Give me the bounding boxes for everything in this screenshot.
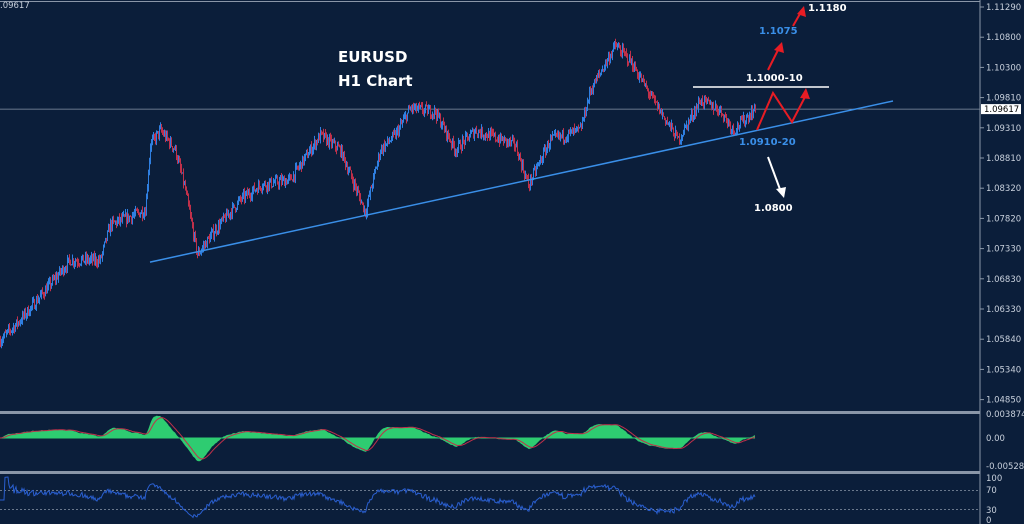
rsi-tick-label: 0 (986, 516, 991, 524)
scenario-path (756, 90, 807, 131)
price-tick-label: 1.09310 (986, 124, 1021, 134)
rsi-tick-label: 30 (986, 506, 997, 516)
rsi-line (0, 476, 756, 519)
price-tick-label: 1.10800 (986, 33, 1021, 43)
arrow-up-icon (797, 6, 806, 17)
target1-label: 1.1075 (759, 26, 798, 37)
pane-separator (0, 471, 980, 474)
macd-tick-label: 0.00 (986, 434, 1005, 444)
price-tick-label: 1.06330 (986, 305, 1021, 315)
arrow-down-icon (776, 187, 786, 198)
price-tick-label: 1.08320 (986, 184, 1021, 194)
price-tick-label: 1.04850 (986, 396, 1021, 406)
price-tick-label: 1.05840 (986, 335, 1021, 345)
price-tick-label: 1.11290 (986, 3, 1021, 13)
macd-tick-label: 0.003874 (986, 410, 1024, 420)
chart-symbol-title: EURUSD (338, 48, 408, 66)
rsi-tick-label: 70 (986, 486, 997, 496)
arrow-up-icon (800, 88, 810, 99)
current-price-box (981, 104, 1021, 115)
macd-signal-line (0, 417, 756, 460)
price-tick-label: 1.09810 (986, 94, 1021, 104)
macd-histogram (0, 415, 755, 462)
target2-label: 1.1180 (808, 3, 847, 14)
chart-timeframe-title: H1 Chart (338, 72, 413, 90)
resistance-label: 1.1000-10 (746, 73, 803, 84)
price-tick-label: 1.06830 (986, 275, 1021, 285)
current-price-label: 1.09617 (984, 105, 1019, 115)
price-tick-label: 1.07820 (986, 214, 1021, 224)
price-tick-label: 1.05340 (986, 365, 1021, 375)
arrow-up-icon (774, 42, 784, 53)
rsi-tick-label: 100 (986, 474, 1002, 484)
price-tick-label: 1.08810 (986, 154, 1021, 164)
pane-separator (0, 411, 980, 414)
left-price-label: .09617 (0, 1, 30, 11)
price-tick-label: 1.10300 (986, 63, 1021, 73)
downside-label: 1.0800 (754, 203, 793, 214)
target1-arrow (767, 47, 780, 71)
price-tick-label: 1.07330 (986, 245, 1021, 255)
macd-tick-label: -0.005284 (986, 462, 1024, 472)
trendline (149, 100, 894, 263)
support-label: 1.0910-20 (739, 137, 796, 148)
downside-arrow (767, 156, 782, 193)
